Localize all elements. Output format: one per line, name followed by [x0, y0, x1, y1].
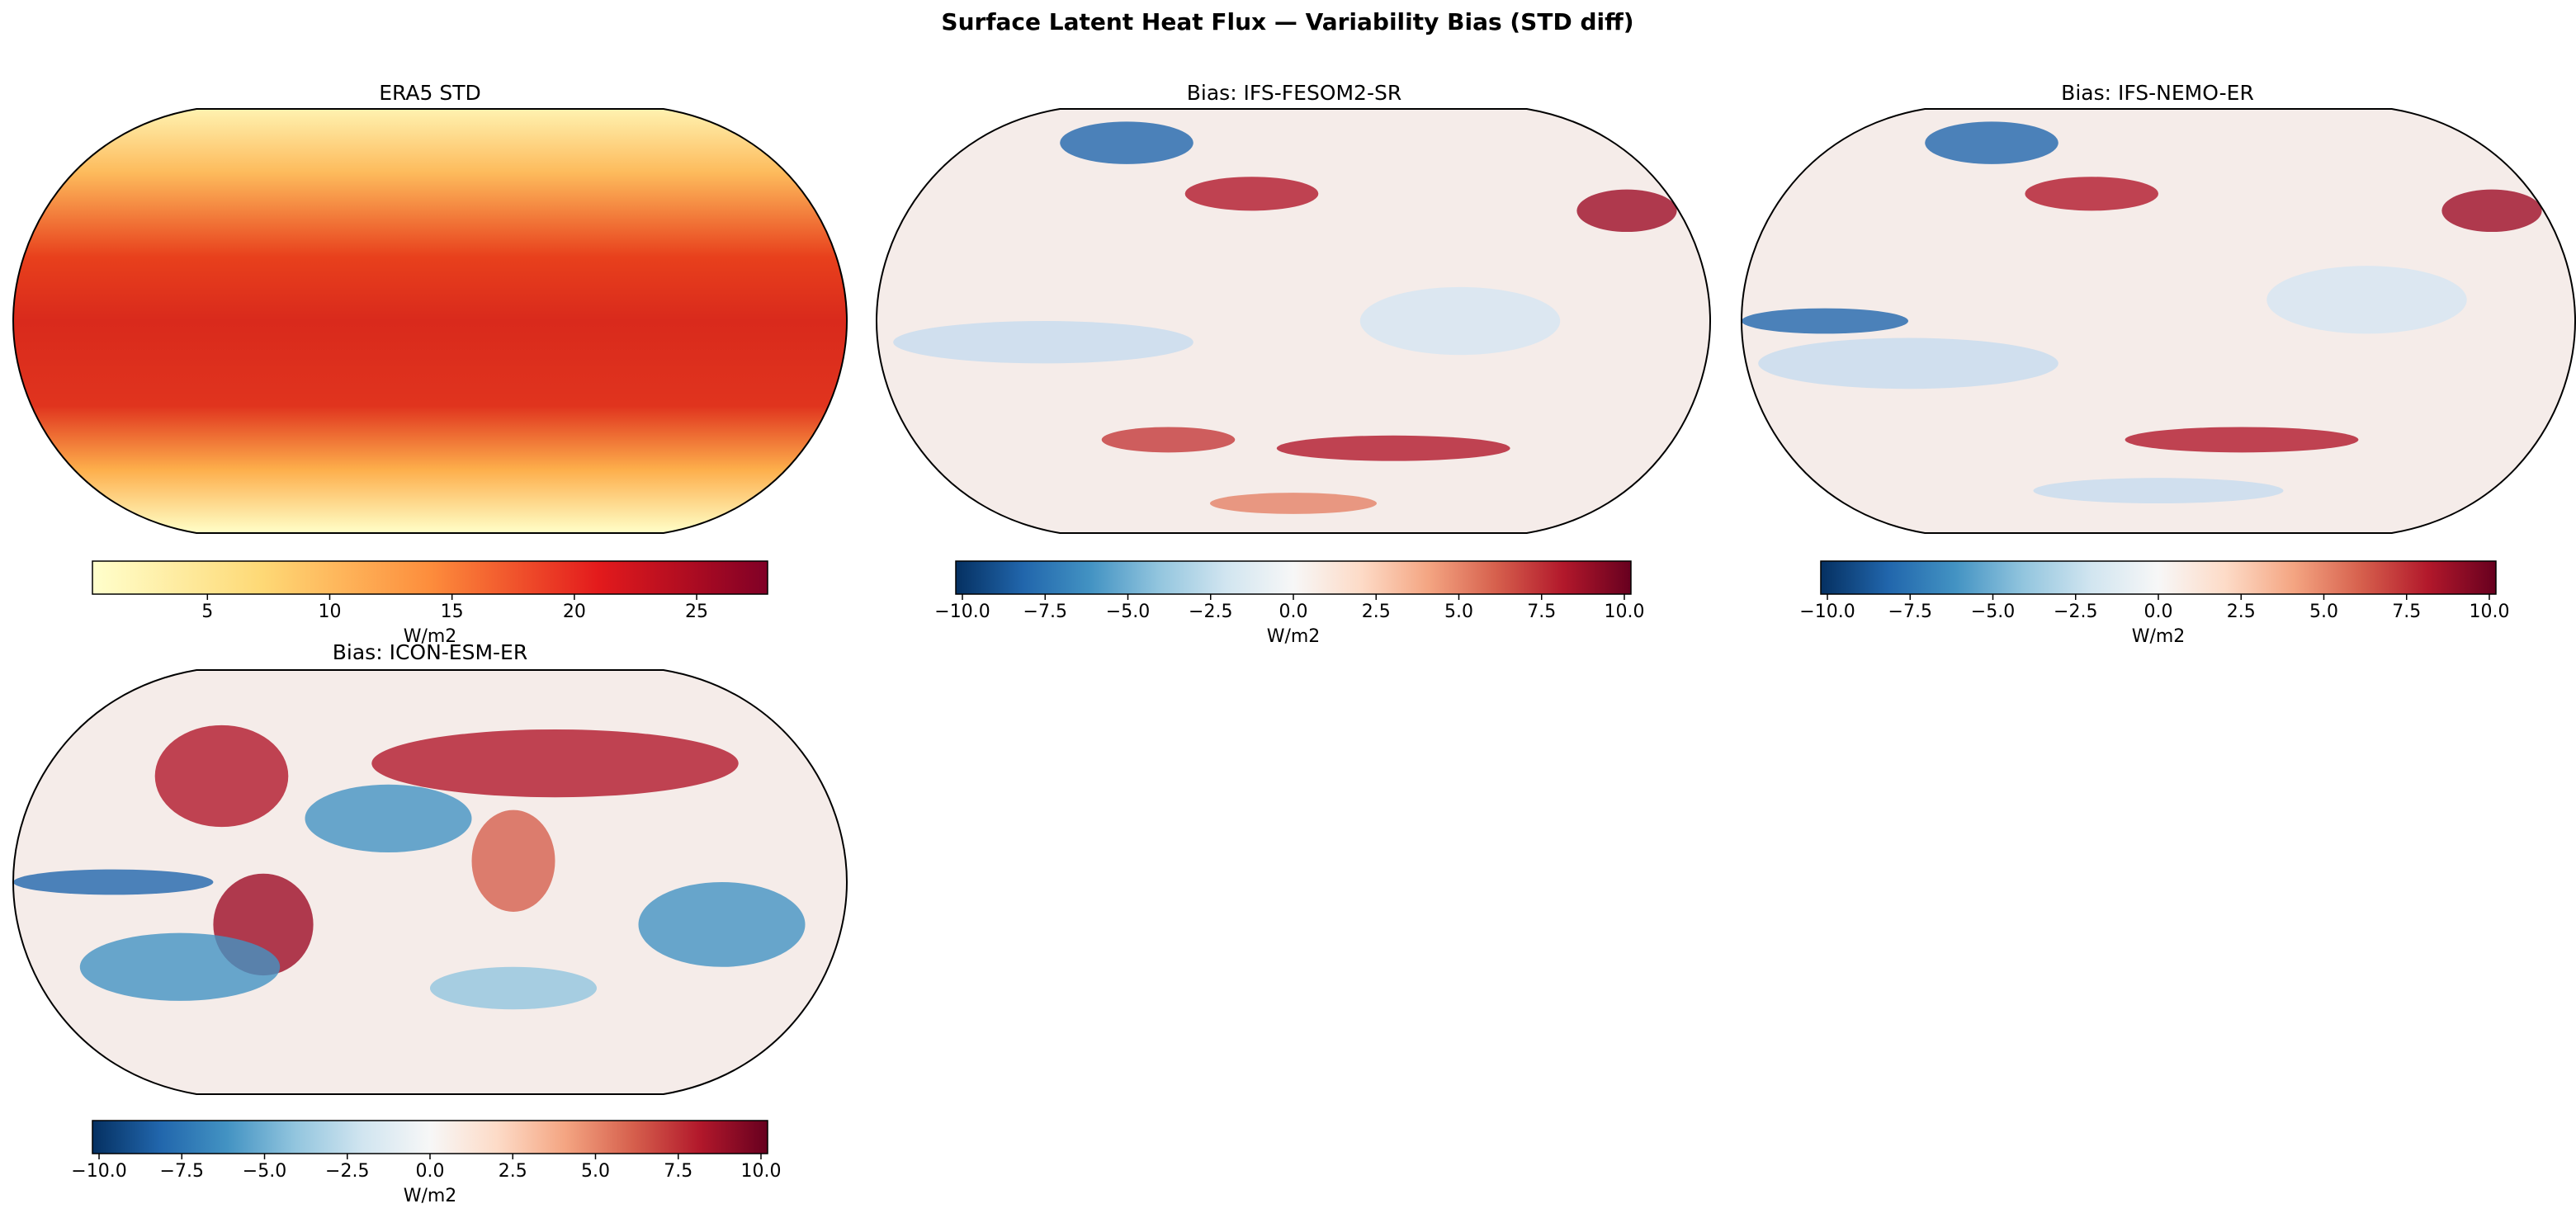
colorbar-tick-label: −7.5 [1023, 602, 1067, 622]
panel-title: Bias: IFS-FESOM2-SR [1187, 81, 1401, 105]
map-feature [154, 724, 289, 828]
colorbar-label: W/m2 [2132, 626, 2186, 647]
colorbar-tick-label: 7.5 [2392, 602, 2421, 622]
colorbar-tick-label: −10.0 [1799, 602, 1855, 622]
colorbar-tick-label: 10 [318, 602, 341, 622]
colorbar-tick-label: 10.0 [2469, 602, 2509, 622]
panel-title: Bias: ICON-ESM-ER [333, 640, 527, 664]
map-border [875, 108, 1712, 534]
map-feature [2266, 266, 2467, 334]
colorbar [92, 1120, 768, 1154]
colorbar-tick-label: 10.0 [740, 1161, 781, 1182]
colorbar-label: W/m2 [1267, 626, 1321, 647]
figure-title: Surface Latent Heat Flux — Variability B… [941, 8, 1633, 35]
panel-title: ERA5 STD [379, 81, 481, 105]
map [13, 109, 847, 533]
map [877, 109, 1710, 533]
map-feature [638, 882, 806, 967]
map-feature [1060, 121, 1193, 164]
colorbar [1820, 560, 2497, 595]
colorbar-tick-label: 25 [685, 602, 708, 622]
colorbar-tick-label: 2.5 [2227, 602, 2256, 622]
colorbar-tick-label: −2.5 [1189, 602, 1232, 622]
map-border [12, 669, 848, 1095]
colorbar-tick-label: −5.0 [1971, 602, 2015, 622]
colorbar-tick-label: 5.0 [2309, 602, 2338, 622]
map-feature [1359, 286, 1561, 356]
map-feature [893, 321, 1193, 364]
map-fill [13, 109, 847, 533]
colorbar-tick-label: 7.5 [664, 1161, 692, 1182]
colorbar-tick-label: 2.5 [1362, 602, 1391, 622]
map-fill [1742, 109, 2575, 533]
map-feature [1925, 121, 2058, 164]
colorbar-tick-label: −10.0 [934, 602, 990, 622]
colorbar-tick-label: −5.0 [1106, 602, 1150, 622]
colorbar-tick-label: 10.0 [1604, 602, 1644, 622]
colorbar-tick-label: 15 [441, 602, 464, 622]
map-border [1740, 108, 2576, 534]
map-feature [1576, 189, 1677, 233]
colorbar-label: W/m2 [404, 1186, 457, 1206]
colorbar-tick-label: 5.0 [1444, 602, 1473, 622]
map-feature [1101, 427, 1236, 453]
map-feature [1184, 177, 1319, 211]
colorbar-tick-label: 20 [563, 602, 586, 622]
colorbar-tick-label: 5.0 [581, 1161, 610, 1182]
colorbar-label: W/m2 [404, 626, 457, 647]
map-feature [1276, 435, 1510, 461]
colorbar [955, 560, 1632, 595]
map-feature [2125, 427, 2359, 453]
colorbar-tick-label: 0.0 [1279, 602, 1308, 622]
colorbar-tick-label: −5.0 [243, 1161, 286, 1182]
map-feature [2033, 478, 2284, 504]
map-feature [1758, 337, 2058, 389]
map-feature [371, 729, 739, 798]
map-feature [79, 932, 281, 1001]
colorbar-tick-label: −7.5 [160, 1161, 204, 1182]
map-border [12, 108, 848, 534]
map-feature [1210, 493, 1377, 514]
colorbar-tick-label: 7.5 [1527, 602, 1556, 622]
colorbar-tick-label: −7.5 [1888, 602, 1932, 622]
colorbar [92, 560, 768, 595]
map-fill [877, 109, 1710, 533]
colorbar-tick-label: 5 [201, 602, 213, 622]
map-feature [2441, 189, 2542, 233]
map-feature [471, 809, 555, 912]
colorbar-tick-label: −2.5 [325, 1161, 369, 1182]
colorbar-tick-label: 2.5 [499, 1161, 527, 1182]
map-feature [13, 869, 214, 895]
map-feature [1742, 308, 1908, 334]
map-feature [305, 784, 472, 853]
panel-title: Bias: IFS-NEMO-ER [2061, 81, 2254, 105]
colorbar-tick-label: −2.5 [2054, 602, 2097, 622]
map-feature [2025, 177, 2158, 211]
map [1742, 109, 2575, 533]
map [13, 670, 847, 1094]
colorbar-tick-label: 0.0 [416, 1161, 445, 1182]
map-feature [430, 966, 597, 1010]
colorbar-tick-label: −10.0 [71, 1161, 126, 1182]
colorbar-tick-label: 0.0 [2144, 602, 2173, 622]
